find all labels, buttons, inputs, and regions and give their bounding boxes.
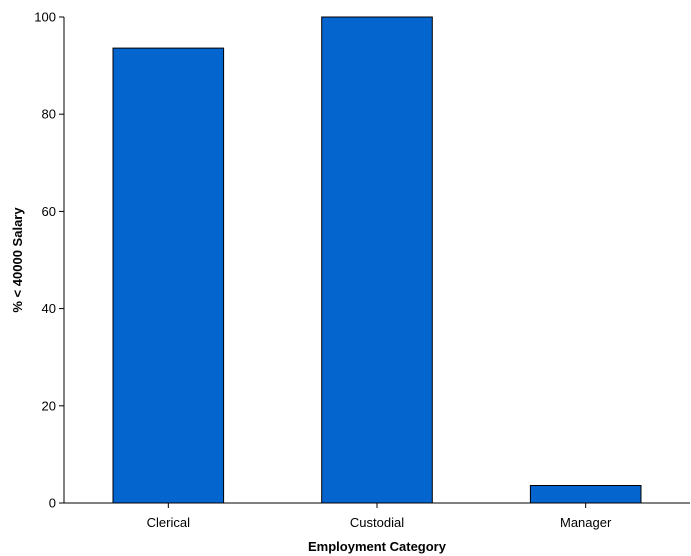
bar-custodial — [321, 16, 433, 504]
y-tick-label: 40 — [42, 301, 56, 316]
x-axis-title: Employment Category — [308, 539, 447, 554]
x-axis-ticks: Clerical Custodial Manager — [147, 503, 612, 530]
bar-clerical — [112, 47, 225, 504]
x-tick-label-manager: Manager — [560, 515, 612, 530]
bars-group — [112, 16, 642, 504]
y-tick-label: 20 — [42, 398, 56, 413]
x-tick-label-clerical: Clerical — [147, 515, 190, 530]
y-tick-label: 0 — [49, 496, 56, 511]
y-tick-label: 100 — [34, 10, 56, 25]
x-tick-label-custodial: Custodial — [350, 515, 404, 530]
y-axis-ticks: 0 20 40 60 80 100 — [34, 10, 64, 511]
y-axis-title: % < 40000 Salary — [10, 207, 25, 313]
bar-manager — [529, 485, 642, 504]
y-tick-label: 60 — [42, 204, 56, 219]
y-tick-label: 80 — [42, 107, 56, 122]
